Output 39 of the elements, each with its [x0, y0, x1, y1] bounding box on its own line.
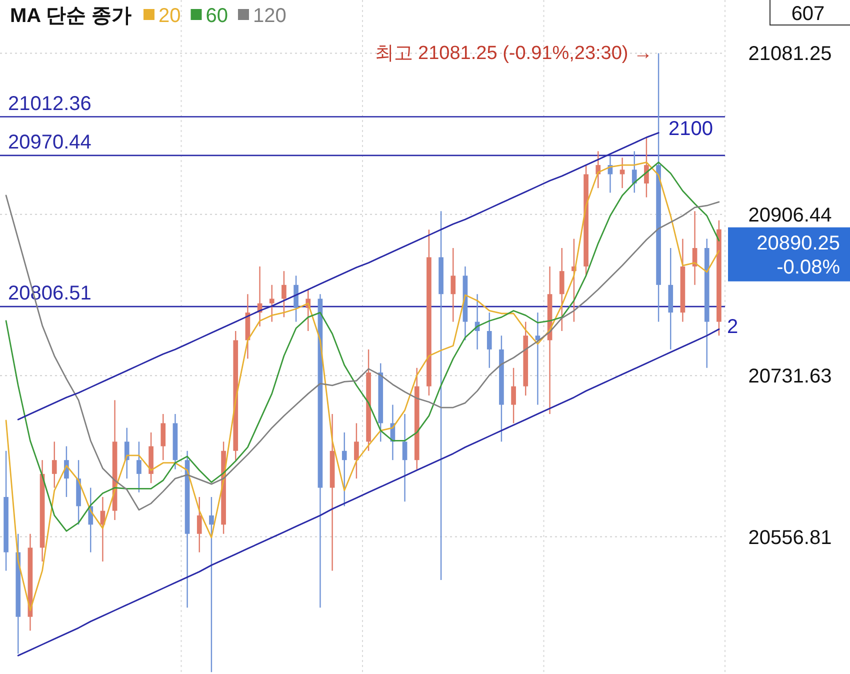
- ref-line-label: 21012.36: [8, 92, 92, 115]
- legend-title: MA 단순 종가: [10, 5, 132, 27]
- y-tick-label: 20906.44: [748, 204, 832, 226]
- y-tick-label: 20556.81: [748, 526, 832, 549]
- legend-label: 60: [206, 5, 228, 27]
- text: 20890.25: [756, 232, 840, 254]
- candlestick: [644, 136, 649, 198]
- candlestick: [511, 367, 516, 424]
- text: 2: [726, 316, 738, 338]
- y-tick-label: 20731.63: [748, 366, 832, 388]
- candlestick: [124, 427, 130, 480]
- text: -0.08%: [776, 256, 840, 278]
- line-series: [17, 328, 720, 656]
- candlestick: [559, 247, 564, 332]
- legend-label: 120: [252, 5, 286, 27]
- candlestick: [160, 413, 166, 461]
- annotation: 2100: [668, 118, 714, 140]
- candlestick: [402, 413, 408, 502]
- candlestick: [282, 270, 286, 318]
- candlestick: [620, 157, 625, 189]
- candlestick: [450, 247, 456, 322]
- candlestick: [438, 210, 444, 581]
- candlestick: [196, 496, 202, 553]
- text: 607: [791, 3, 825, 25]
- candlestick: [269, 284, 274, 322]
- legend-label: 20: [158, 5, 181, 27]
- candlestick: [294, 275, 298, 322]
- candlestick: [209, 496, 214, 673]
- annotation: 최고 21081.25 (-0.91%,23:30) →: [374, 43, 653, 64]
- candlestick: [354, 422, 359, 480]
- candlestick: [596, 150, 601, 189]
- candlestick: [632, 150, 637, 194]
- line-series: [5, 162, 720, 612]
- ref-line-label: 20970.44: [8, 131, 92, 154]
- candlestick: [136, 441, 142, 493]
- y-tick-label: 21081.25: [748, 43, 832, 66]
- candlestick: [486, 312, 492, 368]
- candlestick: [342, 432, 347, 507]
- candlestick: [52, 441, 57, 488]
